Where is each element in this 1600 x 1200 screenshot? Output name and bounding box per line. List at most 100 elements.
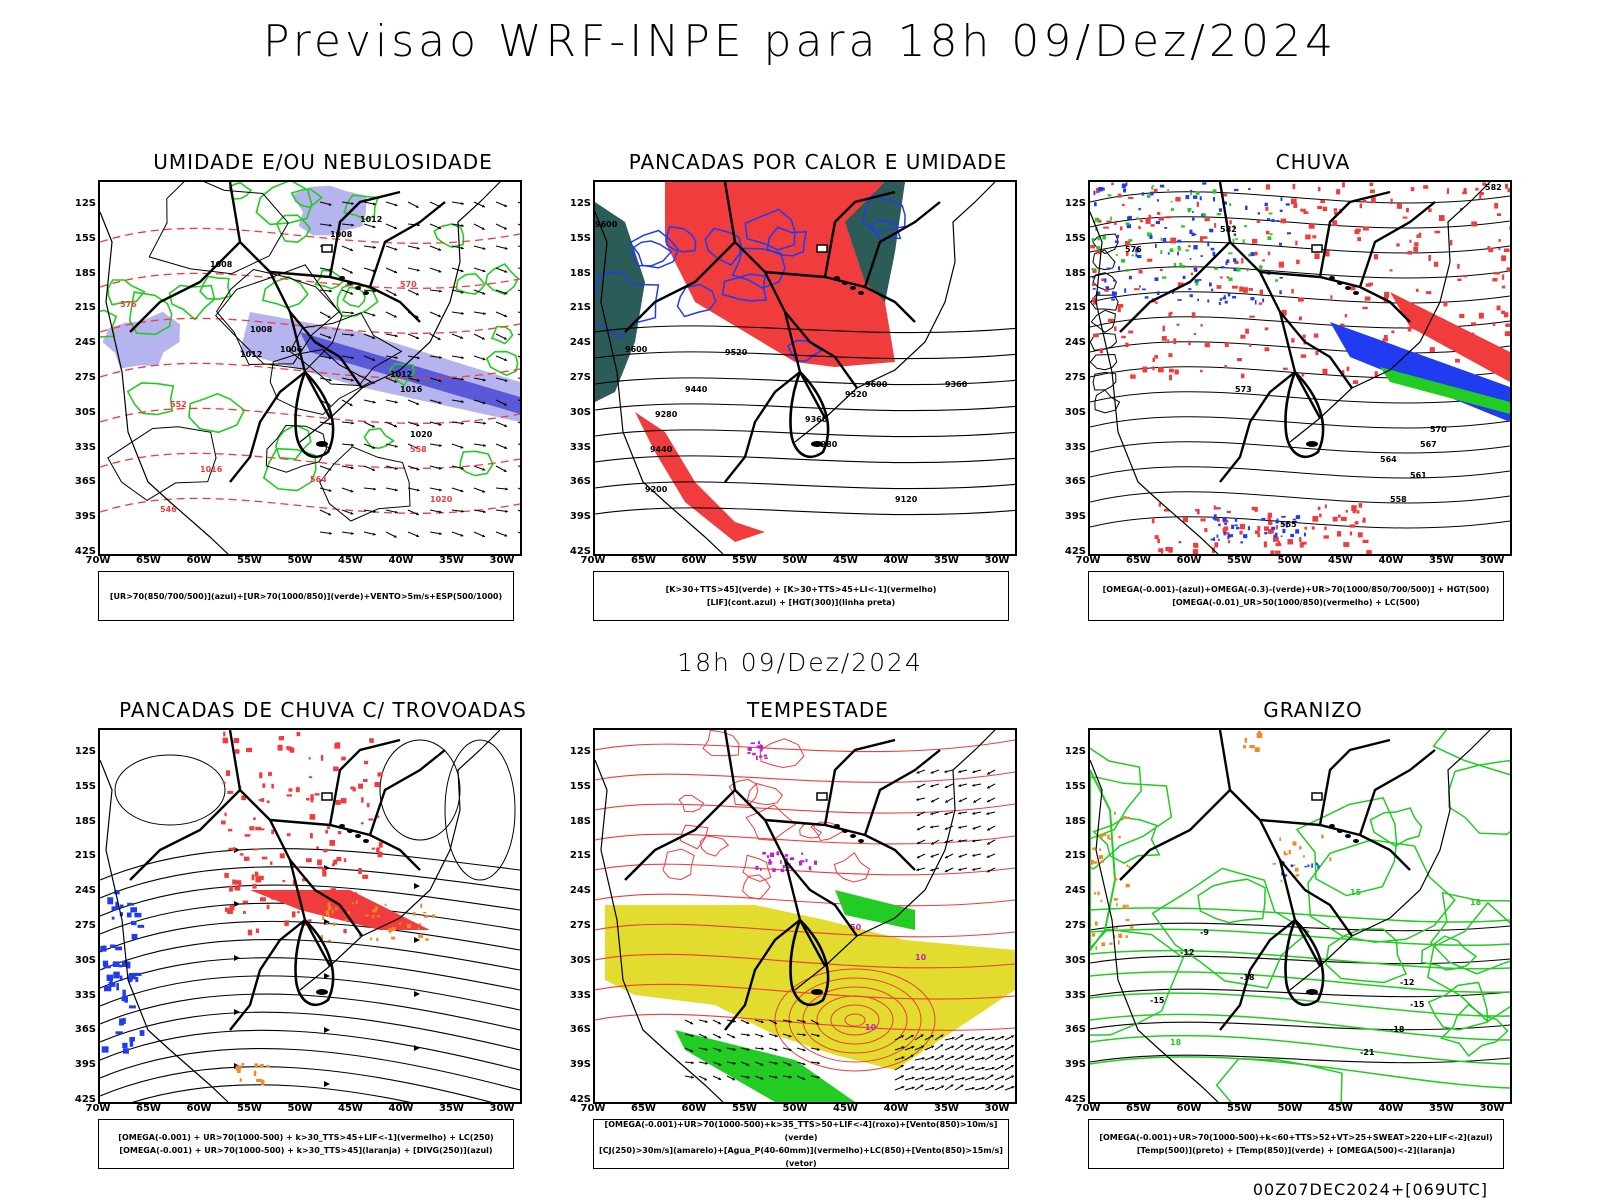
severe-storm-pixel — [750, 742, 756, 745]
severe-storm-pixel — [768, 861, 773, 864]
divergence-pixel — [130, 920, 137, 926]
lat-tick-label: 21S — [74, 850, 96, 862]
rain-pixel — [1233, 267, 1238, 272]
rain-pixel — [1234, 518, 1238, 522]
streamline — [595, 983, 1015, 1000]
thunderstorm-pixel — [287, 746, 293, 751]
wind-vector — [350, 248, 354, 252]
thunderstorm-pixel — [424, 915, 429, 918]
contour-label: 1012 — [240, 350, 262, 359]
rain-pixel — [1475, 187, 1479, 191]
rain-pixel — [1223, 532, 1226, 536]
contour-loop — [1094, 389, 1121, 414]
rain-pixel — [1160, 250, 1163, 254]
streamline — [595, 803, 1015, 814]
water-contour — [833, 852, 871, 883]
lat-tick-label: 30S — [569, 954, 591, 966]
contour-label: 9200 — [645, 485, 668, 494]
wind-vector — [439, 532, 442, 536]
contour-label: -18 — [1390, 1025, 1405, 1034]
rain-pixel — [1150, 224, 1155, 227]
lat-tick-label: 18S — [74, 267, 96, 279]
thunderstorm-pixel — [377, 772, 383, 777]
omega-pixel — [1272, 863, 1277, 865]
severe-storm-pixel — [748, 747, 752, 751]
legend-box: [UR>70(850/700/500)](azul)+[UR>70(1000/8… — [98, 571, 514, 621]
wind-vector — [930, 825, 933, 829]
brasilia-marker — [1311, 792, 1323, 801]
wind-vector — [394, 444, 398, 448]
rain-pixel — [1463, 275, 1468, 278]
wind-vector — [901, 1046, 905, 1050]
wind-vector — [916, 813, 920, 817]
rain-pixel — [1099, 348, 1103, 354]
rain-pixel — [1125, 251, 1129, 256]
rain-pixel — [1159, 184, 1165, 188]
rain-pixel — [1216, 285, 1222, 289]
wind-vector — [372, 202, 376, 206]
thunderstorm-pixel — [254, 871, 259, 877]
wind-vector — [746, 1063, 750, 1066]
temp-850-contour — [1090, 928, 1510, 947]
severe-storm-pixel — [784, 854, 789, 857]
rain-pixel — [1177, 251, 1179, 256]
thunderstorm-pixel — [305, 797, 310, 801]
omega-pixel — [1126, 816, 1131, 819]
thunderstorm-pixel — [235, 880, 242, 885]
wind-vector — [930, 799, 934, 803]
lat-tick-label: 42S — [1064, 546, 1086, 557]
temp-500-contour — [1090, 955, 1510, 965]
divergence-pixel — [102, 960, 109, 967]
rain-pixel — [1124, 288, 1127, 293]
thunderstorm-pixel — [377, 851, 383, 858]
reservoir — [339, 824, 345, 828]
rain-pixel — [1204, 528, 1208, 532]
rain-pixel — [1244, 225, 1248, 228]
rain-pixel — [1118, 266, 1121, 271]
lat-tick-label: 39S — [1064, 1059, 1086, 1071]
water-contour — [759, 738, 805, 769]
contour-loop — [1092, 272, 1117, 291]
lat-tick-label: 33S — [569, 441, 591, 453]
thunderstorm-pixel — [228, 828, 233, 832]
thunderstorm-pixel — [241, 795, 247, 801]
rain-pixel — [1248, 288, 1253, 291]
rain-pixel — [1257, 212, 1260, 215]
wind-vector — [394, 247, 398, 251]
brasilia-marker — [321, 792, 333, 801]
run-timestamp: 00Z07DEC2024+[069UTC] — [1252, 1180, 1488, 1199]
divergence-pixel — [128, 972, 136, 980]
rain-pixel — [1300, 354, 1307, 358]
thunderstorm-pixel — [225, 770, 231, 776]
thunderstorm-pixel — [233, 738, 240, 744]
rain-pixel — [1355, 228, 1361, 232]
lon-tick-label: 30W — [984, 555, 1010, 566]
wind-vector — [504, 269, 508, 273]
wind-vector — [372, 400, 376, 404]
country-border — [229, 919, 306, 1031]
rain-pixel — [1233, 225, 1236, 229]
rain-pixel — [1299, 542, 1304, 548]
lat-tick-label: 24S — [569, 337, 591, 349]
wind-vector — [972, 783, 975, 787]
divergence-pixel — [119, 904, 124, 908]
divergence-pixel — [122, 1017, 126, 1024]
wind-vector — [774, 1021, 778, 1025]
legend-line: [Temp(500)](preto) + [Temp(850)](verde) … — [1136, 1146, 1456, 1155]
rain-pixel — [1147, 258, 1153, 262]
thunderstorm-pixel — [378, 842, 383, 848]
wind-vector — [691, 1061, 694, 1065]
lat-tick-label: 15S — [1064, 232, 1086, 244]
wind-vector — [991, 1066, 995, 1070]
lat-tick-label: 30S — [1064, 406, 1086, 418]
rain-pixel — [1292, 518, 1296, 521]
wind-vector — [944, 827, 948, 830]
panel-tempestade: TEMPESTADE 12S 15S 18S 21S 24S 27S 30S 33S 36S 39S… — [558, 698, 1058, 1178]
rain-pixel — [1103, 226, 1109, 229]
rain-pixel — [1156, 291, 1160, 295]
omega-pixel — [1099, 855, 1104, 859]
thunderstorm-pixel — [268, 771, 272, 776]
rain-pixel — [1239, 286, 1244, 292]
lon-tick-label: 30W — [1479, 1103, 1505, 1114]
